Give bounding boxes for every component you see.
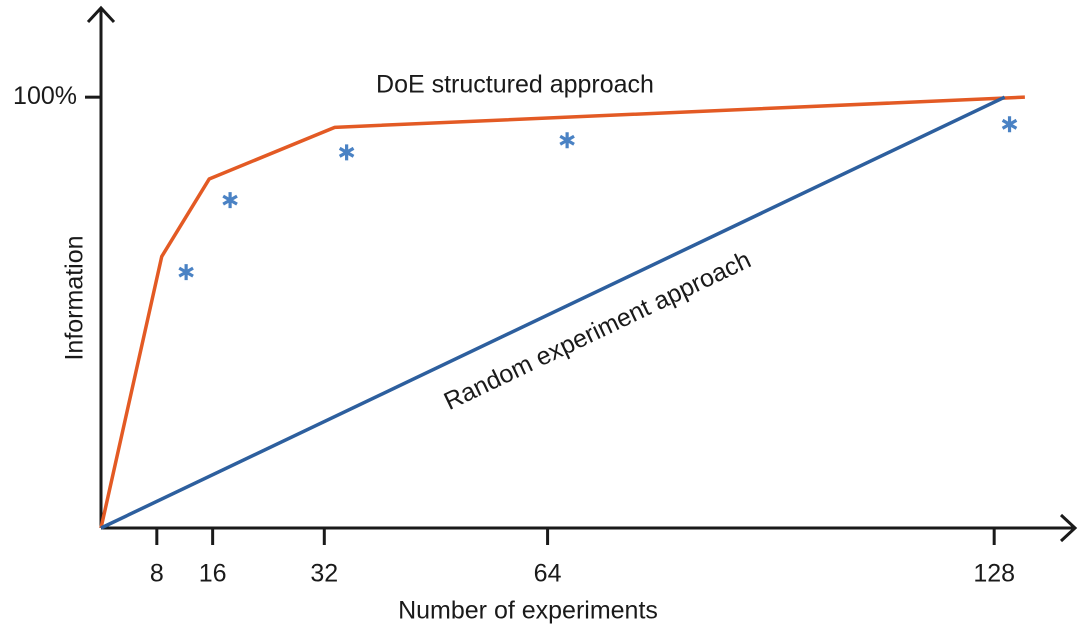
asterisk-marker bbox=[178, 264, 194, 281]
x-tick-label: 32 bbox=[310, 560, 338, 588]
annotation: DoE structured approach bbox=[376, 71, 654, 99]
y-axis bbox=[86, 5, 116, 528]
x-axis bbox=[101, 513, 1078, 543]
series-line bbox=[99, 95, 1025, 529]
annotation: Random experiment approach bbox=[440, 246, 756, 416]
x-tick-label: 16 bbox=[199, 560, 227, 588]
x-tick-label: 64 bbox=[534, 560, 562, 588]
asterisk-marker bbox=[1001, 116, 1018, 133]
y-axis-label: Information bbox=[61, 235, 89, 360]
asterisk-marker bbox=[559, 132, 575, 149]
x-axis-label: Number of experiments bbox=[398, 597, 658, 625]
asterisk-marker bbox=[338, 144, 355, 161]
asterisk-marker bbox=[222, 192, 238, 209]
x-tick-label: 128 bbox=[973, 560, 1015, 588]
y-tick-label: 100% bbox=[13, 82, 77, 110]
series-line bbox=[100, 95, 1006, 530]
x-tick-label: 8 bbox=[150, 560, 164, 588]
